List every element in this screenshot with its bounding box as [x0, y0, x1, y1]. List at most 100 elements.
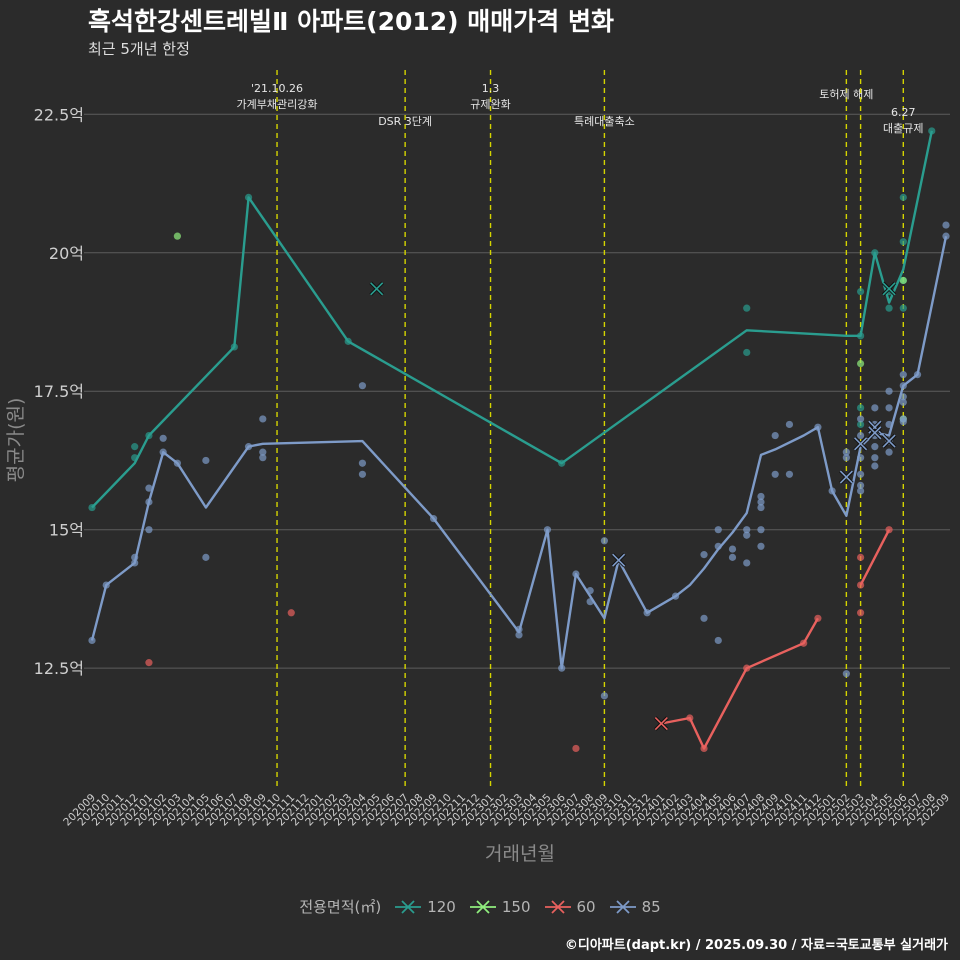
- data-point: [743, 304, 751, 312]
- legend-key-icon: [469, 899, 496, 914]
- y-tick-label: 15억: [49, 521, 84, 540]
- data-point: [771, 470, 779, 478]
- legend-label: 85: [641, 897, 661, 916]
- data-point: [871, 443, 879, 451]
- cross-stroke: [370, 282, 384, 296]
- legend-label: 120: [427, 897, 456, 916]
- source-caption: ©디아파트(dapt.kr) / 2025.09.30 / 자료=국토교통부 실…: [564, 938, 948, 953]
- data-point: [885, 448, 893, 456]
- legend-title: 전용면적(㎡): [299, 898, 382, 916]
- data-point: [899, 238, 907, 246]
- data-point: [857, 609, 865, 617]
- data-point: [785, 420, 794, 429]
- legend-item-60: 60: [544, 897, 596, 916]
- data-point: [842, 670, 850, 678]
- event-label: 규제완화: [470, 98, 510, 111]
- series-line: [859, 529, 891, 586]
- cross-marker: [853, 436, 868, 452]
- series-line: [661, 617, 819, 750]
- data-point: [857, 415, 865, 423]
- legend-label: 60: [576, 897, 596, 916]
- data-point: [515, 631, 523, 639]
- y-tick-label: 20억: [49, 244, 84, 263]
- series-lines: [90, 130, 948, 750]
- y-axis-label: 평균가(원): [5, 398, 27, 483]
- data-point: [743, 531, 751, 539]
- data-point: [857, 553, 865, 561]
- cross-stroke: [654, 716, 668, 731]
- data-point: [757, 503, 765, 512]
- event-label: 대출규제: [883, 122, 923, 135]
- data-point: [202, 553, 210, 561]
- data-point: [899, 418, 907, 426]
- data-point: [259, 415, 267, 423]
- y-gridlines: [84, 113, 950, 669]
- data-point: [771, 431, 779, 440]
- chart-subtitle: 최근 5개년 한정: [88, 40, 190, 58]
- data-point: [259, 448, 267, 456]
- y-tick-label: 17.5억: [34, 382, 84, 401]
- series-line: [90, 235, 948, 670]
- data-point: [743, 348, 751, 357]
- cross-stroke: [839, 470, 853, 484]
- data-point: [700, 551, 708, 559]
- data-point: [728, 553, 737, 561]
- data-point: [899, 193, 907, 201]
- series-line: [91, 130, 933, 509]
- data-point: [785, 470, 794, 478]
- legend-item-120: 120: [395, 898, 456, 916]
- cross-marker: [611, 552, 626, 568]
- data-point: [871, 404, 879, 412]
- data-point: [942, 221, 950, 229]
- event-label: DSR 3단계: [378, 115, 432, 128]
- data-point: [857, 481, 865, 489]
- data-point: [743, 526, 751, 534]
- cross-markers: [369, 281, 897, 731]
- chart-title: 흑석한강센트레빌Ⅱ 아파트(2012) 매매가격 변화: [88, 7, 615, 36]
- data-point: [572, 744, 580, 753]
- cross-marker: [839, 469, 854, 485]
- data-point: [358, 382, 367, 390]
- cross-stroke: [882, 282, 896, 296]
- data-point: [145, 526, 153, 534]
- data-point: [885, 404, 893, 412]
- data-point: [202, 456, 210, 465]
- data-point: [287, 609, 295, 617]
- data-point: [857, 420, 865, 429]
- data-point: [885, 304, 893, 312]
- event-label: 1.3: [482, 82, 500, 95]
- event-label: 특례대출축소: [574, 115, 635, 128]
- data-point: [857, 431, 865, 440]
- legend: 전용면적(㎡) 120 150 60 85: [0, 896, 960, 917]
- data-point: [757, 526, 765, 534]
- data-point: [757, 492, 765, 501]
- data-point: [757, 498, 765, 506]
- data-point: [743, 559, 751, 567]
- data-point: [857, 359, 865, 368]
- cross-marker: [881, 433, 897, 449]
- data-point: [728, 545, 737, 553]
- data-point: [857, 287, 865, 296]
- x-axis-label: 거래년월: [485, 843, 555, 865]
- data-point: [700, 614, 708, 622]
- cross-marker: [867, 425, 883, 441]
- data-point: [259, 454, 267, 462]
- cross-stroke: [612, 553, 626, 567]
- data-point: [145, 659, 153, 667]
- event-label: 6.27: [891, 106, 916, 119]
- data-point: [899, 276, 907, 285]
- data-point: [600, 692, 609, 700]
- data-point: [899, 398, 907, 406]
- cross-marker: [369, 281, 384, 297]
- data-point: [757, 542, 765, 550]
- legend-key-icon: [544, 899, 571, 914]
- data-point: [842, 448, 850, 456]
- data-point: [871, 462, 879, 470]
- data-point: [842, 454, 850, 462]
- data-point: [885, 387, 893, 395]
- legend-item-85: 85: [609, 897, 661, 916]
- data-point: [358, 459, 367, 467]
- y-tick-label: 22.5억: [34, 105, 84, 124]
